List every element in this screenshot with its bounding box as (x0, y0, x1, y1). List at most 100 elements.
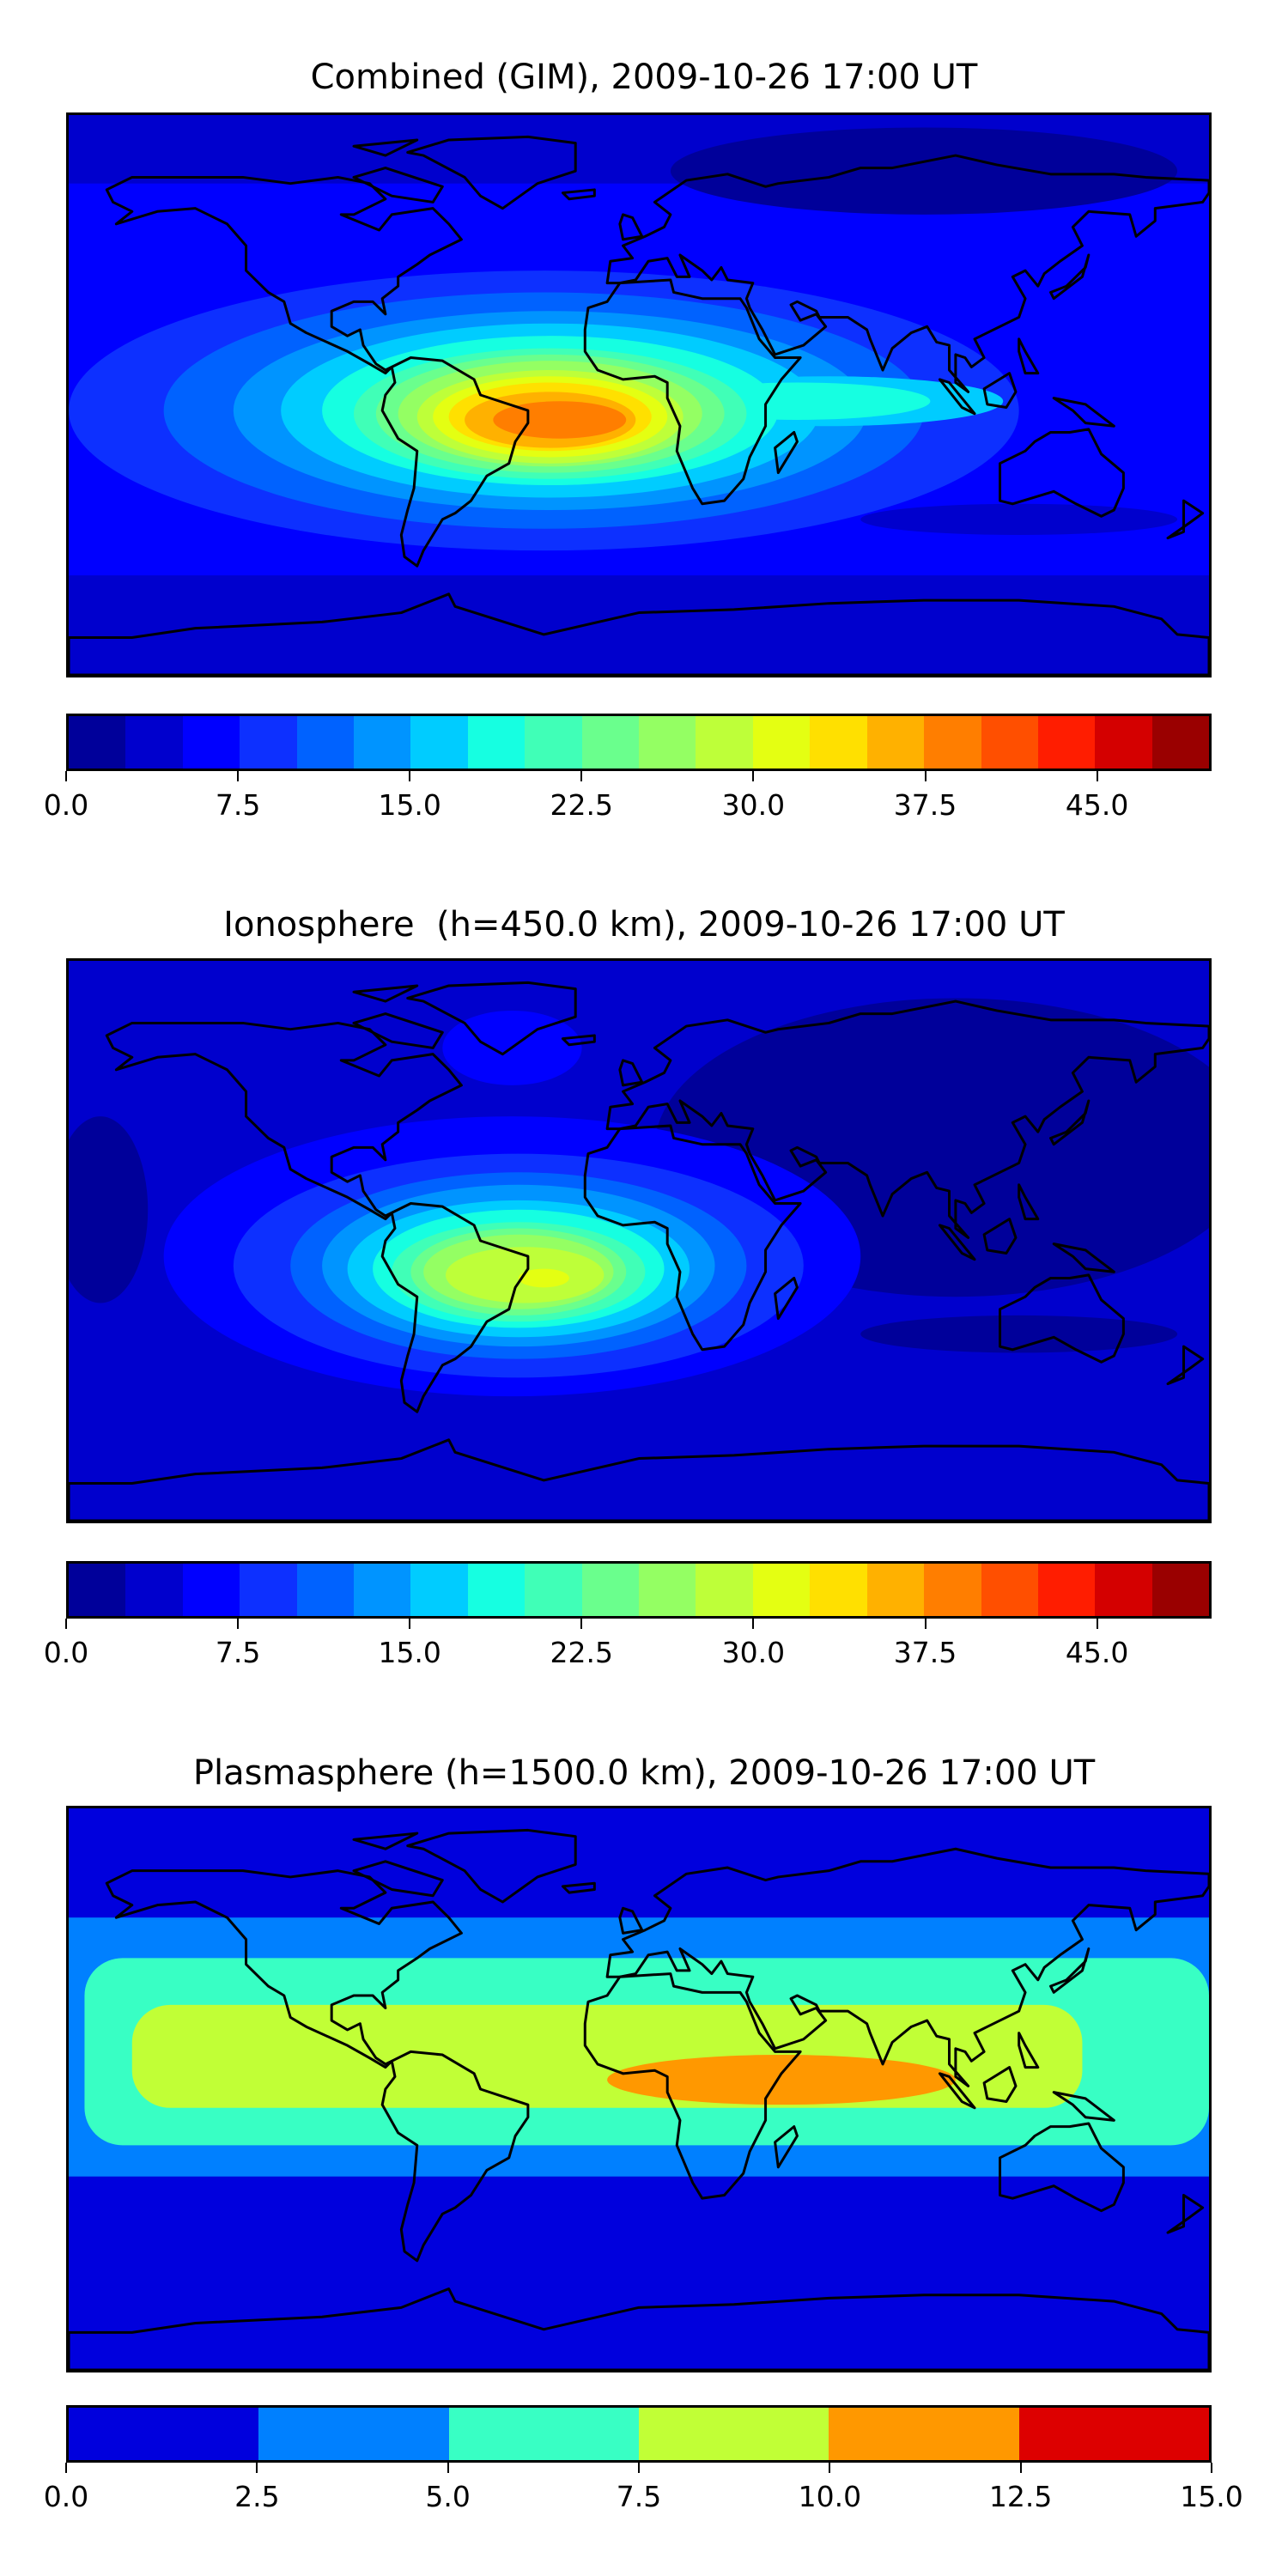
colorbar-segment (581, 1564, 640, 1616)
colorbar-segment (69, 2408, 259, 2460)
coastline (354, 986, 417, 1001)
colorbar-segment (1095, 1564, 1152, 1616)
colorbar-tick-mark (924, 771, 927, 781)
panel-2-title: Ionosphere (h=450.0 km), 2009-10-26 17:0… (223, 905, 1065, 945)
colorbar-segment (638, 2408, 829, 2460)
coastline (585, 1126, 800, 1350)
coastline (354, 1833, 417, 1849)
coastline (607, 155, 1209, 392)
colorbar-segment (639, 716, 696, 769)
colorbar-segment (240, 1564, 297, 1616)
colorbar-tick-label: 2.5 (234, 2480, 280, 2513)
colorbar-segment (866, 716, 925, 769)
coastline (939, 1225, 975, 1260)
colorbar-segment (296, 716, 355, 769)
colorbar-segment (410, 716, 468, 769)
colorbar-segment (448, 2408, 639, 2460)
colorbar-tick-label: 22.5 (550, 788, 614, 822)
colorbar-segment (240, 716, 297, 769)
panel-1-colorbar (66, 714, 1212, 771)
contour-level-0 (69, 1116, 149, 1303)
colorbar-tick-label: 0.0 (43, 1636, 89, 1669)
colorbar-tick-mark (580, 1619, 583, 1629)
coastline (1019, 339, 1038, 374)
colorbar-segment (1037, 1564, 1096, 1616)
coastline (408, 137, 576, 208)
coastline (1019, 1185, 1038, 1219)
coastline (382, 2051, 528, 2260)
colorbar-tick-mark (924, 1619, 927, 1629)
coastline (562, 190, 594, 199)
ionosphere-map (66, 958, 1212, 1523)
colorbar-segment (1095, 716, 1152, 769)
contour-level-4 (607, 2055, 956, 2105)
coastline (1000, 1275, 1124, 1362)
panel-1-title: Combined (GIM), 2009-10-26 17:00 UT (310, 58, 978, 97)
coastline (620, 1908, 642, 1933)
coastline (69, 1440, 1209, 1521)
coastline (1051, 1949, 1089, 1993)
colorbar-segment (981, 716, 1038, 769)
colorbar-tick-mark (1019, 2463, 1022, 2473)
colorbar-segment (752, 716, 811, 769)
panel-2-colorbar (66, 1561, 1212, 1619)
colorbar-tick-mark (65, 1619, 67, 1629)
coastline (562, 1883, 594, 1893)
colorbar-segment (525, 716, 582, 769)
coastline (562, 1036, 594, 1045)
colorbar-segment (924, 716, 981, 769)
colorbar-tick-label: 15.0 (378, 788, 441, 822)
colorbar-segment (810, 716, 867, 769)
coastline (607, 1849, 1209, 2086)
coastline (1000, 429, 1124, 516)
colorbar-segment (696, 716, 753, 769)
coastline (1000, 2123, 1124, 2211)
coastline (620, 1060, 642, 1085)
colorbar-segment (354, 1564, 411, 1616)
colorbar-segment (1151, 1564, 1210, 1616)
colorbar-segment (696, 1564, 753, 1616)
colorbar-tick-mark (1096, 1619, 1098, 1629)
coastline (106, 1023, 461, 1218)
coastline (585, 280, 800, 504)
colorbar-segment (410, 1564, 468, 1616)
contour-level-0 (860, 1315, 1178, 1353)
colorbar-tick-label: 30.0 (721, 788, 786, 822)
coastline (939, 2074, 975, 2108)
colorbar-segment (296, 1564, 355, 1616)
coastline (1054, 2093, 1114, 2121)
colorbar-segment (639, 1564, 696, 1616)
coastline (69, 594, 1209, 675)
colorbar-segment (125, 716, 183, 769)
coastline (1051, 255, 1089, 299)
coastline (1168, 1346, 1203, 1383)
coastline (775, 1278, 798, 1318)
panel-3-colorbar-ticks: 0.0 2.5 5.0 7.5 10.0 12.5 15.0 (44, 2463, 1243, 2523)
colorbar-segment (1151, 716, 1210, 769)
coastline (984, 2068, 1016, 2102)
colorbar-tick-label: 12.5 (988, 2480, 1053, 2513)
coastline (1054, 1244, 1114, 1273)
colorbar-segment (258, 2408, 449, 2460)
coastline (382, 1204, 528, 1413)
coastline (1168, 501, 1203, 538)
colorbar-tick-label: 15.0 (378, 1636, 441, 1669)
coastline (620, 215, 642, 240)
colorbar-tick-label: 37.5 (893, 788, 957, 822)
coastline (607, 1001, 1209, 1237)
contour-level-1 (860, 503, 1178, 535)
colorbar-tick-label: 0.0 (43, 788, 89, 822)
coastline (354, 1014, 442, 1048)
colorbar-segment (525, 1564, 582, 1616)
panel-2-colorbar-ticks: 0.0 7.5 15.0 22.5 30.0 37.5 45.0 (44, 1619, 1212, 1679)
colorbar-tick-mark (638, 2463, 640, 2473)
coastline (408, 982, 576, 1054)
coastline (354, 1862, 442, 1896)
coastline (354, 140, 417, 155)
coastline (984, 374, 1016, 408)
colorbar-tick-mark (829, 2463, 831, 2473)
coastline (775, 432, 798, 472)
colorbar-segment (810, 1564, 867, 1616)
colorbar-tick-label: 7.5 (215, 788, 261, 822)
coastline (775, 2127, 798, 2167)
